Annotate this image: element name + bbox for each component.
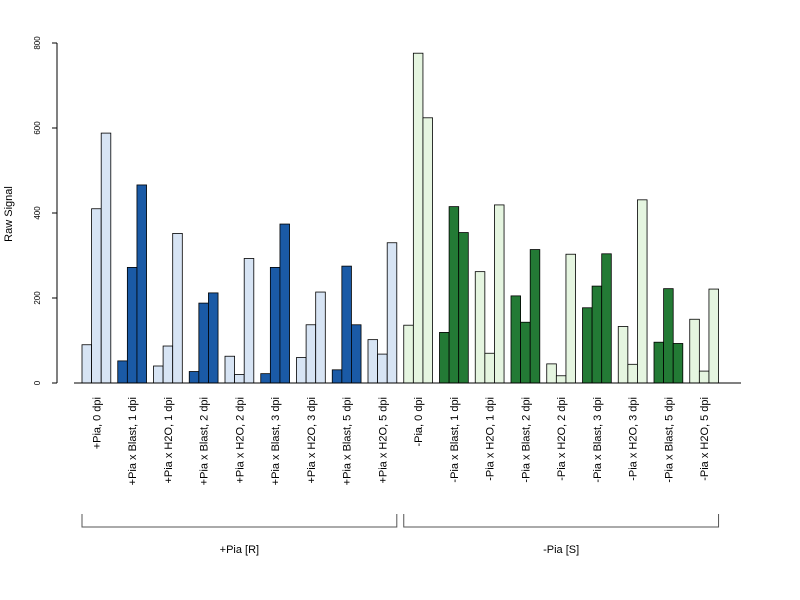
x-tick-label: -Pia, 0 dpi bbox=[413, 397, 425, 447]
bar-12-2 bbox=[529, 249, 541, 384]
group-label-0: +Pia [R] bbox=[220, 544, 259, 556]
bar-13-2 bbox=[565, 253, 576, 384]
bar-4-1 bbox=[234, 374, 245, 384]
bar-3-0 bbox=[188, 371, 200, 384]
x-tick-label: -Pia x Blast, 5 dpi bbox=[663, 397, 675, 483]
bar-14-2 bbox=[601, 253, 612, 384]
group-bracket-1 bbox=[403, 514, 720, 528]
bar-8-2 bbox=[386, 242, 398, 384]
group-label-1: -Pia [S] bbox=[543, 544, 579, 556]
bar-16-1 bbox=[663, 288, 674, 384]
bar-10-1 bbox=[448, 206, 460, 384]
bar-15-1 bbox=[627, 363, 638, 384]
x-tick-label: +Pia, 0 dpi bbox=[91, 397, 103, 449]
bar-16-0 bbox=[653, 341, 665, 384]
bar-10-2 bbox=[458, 232, 469, 384]
bar-9-1 bbox=[412, 52, 424, 384]
bar-6-1 bbox=[305, 324, 317, 384]
bars-layer bbox=[81, 52, 719, 384]
bar-15-0 bbox=[617, 326, 629, 384]
bar-12-1 bbox=[520, 321, 531, 384]
x-tick-label: -Pia x Blast, 2 dpi bbox=[520, 397, 532, 483]
bar-17-2 bbox=[708, 288, 719, 384]
x-tick-label: +Pia x H2O, 3 dpi bbox=[306, 397, 318, 484]
y-tick-label: 400 bbox=[33, 206, 42, 220]
bar-0-2 bbox=[100, 132, 112, 384]
bar-9-2 bbox=[422, 117, 433, 384]
bar-17-1 bbox=[698, 370, 710, 384]
y-axis: 0 200 400 600 800 bbox=[33, 36, 58, 385]
x-tick-label: -Pia x Blast, 1 dpi bbox=[449, 397, 461, 483]
bar-14-0 bbox=[582, 307, 593, 384]
bar-1-1 bbox=[126, 266, 138, 384]
bar-11-0 bbox=[474, 271, 486, 384]
bar-5-1 bbox=[269, 266, 281, 384]
bar-1-2 bbox=[136, 184, 147, 384]
bar-4-2 bbox=[243, 258, 255, 384]
x-tick-label: -Pia x H2O, 5 dpi bbox=[699, 397, 711, 481]
bar-8-0 bbox=[367, 339, 379, 384]
group-brackets: +Pia [R] -Pia [S] bbox=[81, 514, 720, 556]
bar-7-2 bbox=[351, 324, 362, 384]
group-bracket-0 bbox=[81, 514, 398, 528]
bar-0-0 bbox=[81, 344, 93, 384]
bar-6-2 bbox=[315, 291, 326, 384]
bar-5-2 bbox=[279, 223, 290, 384]
bar-6-0 bbox=[296, 357, 307, 384]
bar-11-1 bbox=[484, 352, 495, 384]
x-tick-label: +Pia x H2O, 5 dpi bbox=[377, 397, 389, 484]
bar-12-0 bbox=[510, 295, 522, 384]
bar-13-0 bbox=[546, 363, 557, 384]
y-tick-label: 0 bbox=[33, 380, 42, 385]
bar-7-1 bbox=[341, 265, 352, 384]
bar-9-0 bbox=[403, 324, 414, 384]
x-tick-label: +Pia x Blast, 2 dpi bbox=[199, 397, 211, 485]
bar-14-1 bbox=[591, 285, 603, 384]
bar-15-2 bbox=[637, 199, 648, 384]
bar-2-0 bbox=[153, 365, 164, 384]
x-tick-label: -Pia x H2O, 1 dpi bbox=[485, 397, 497, 481]
bar-3-1 bbox=[198, 302, 209, 384]
bar-11-2 bbox=[494, 204, 505, 384]
bar-2-1 bbox=[162, 345, 174, 384]
x-axis: +Pia, 0 dpi +Pia x Blast, 1 dpi +Pia x H2O… bbox=[74, 382, 741, 485]
bar-1-0 bbox=[117, 360, 128, 384]
x-tick-label: -Pia x H2O, 2 dpi bbox=[556, 397, 568, 481]
y-tick-label: 800 bbox=[33, 36, 42, 50]
bar-17-0 bbox=[689, 318, 700, 384]
bar-5-0 bbox=[260, 373, 271, 384]
x-tick-label: +Pia x Blast, 5 dpi bbox=[342, 397, 354, 485]
x-tick-label: +Pia x H2O, 1 dpi bbox=[163, 397, 175, 484]
bar-2-2 bbox=[172, 232, 183, 384]
x-tick-label: -Pia x Blast, 3 dpi bbox=[592, 397, 604, 483]
bar-7-0 bbox=[331, 369, 343, 384]
bar-3-2 bbox=[208, 292, 219, 384]
x-tick-label: +Pia x H2O, 2 dpi bbox=[234, 397, 246, 484]
bar-13-1 bbox=[555, 375, 567, 384]
x-tick-label: -Pia x H2O, 3 dpi bbox=[628, 397, 640, 481]
x-tick-label: +Pia x Blast, 3 dpi bbox=[270, 397, 282, 485]
bar-4-0 bbox=[224, 355, 236, 384]
bar-0-1 bbox=[91, 208, 102, 384]
x-tick-label: +Pia x Blast, 1 dpi bbox=[127, 397, 139, 485]
y-axis-title: Raw Signal bbox=[3, 186, 15, 242]
bar-8-1 bbox=[377, 353, 388, 384]
y-tick-label: 200 bbox=[33, 291, 42, 305]
bar-16-2 bbox=[672, 343, 684, 384]
y-tick-label: 600 bbox=[33, 121, 42, 135]
bar-10-0 bbox=[439, 332, 450, 384]
